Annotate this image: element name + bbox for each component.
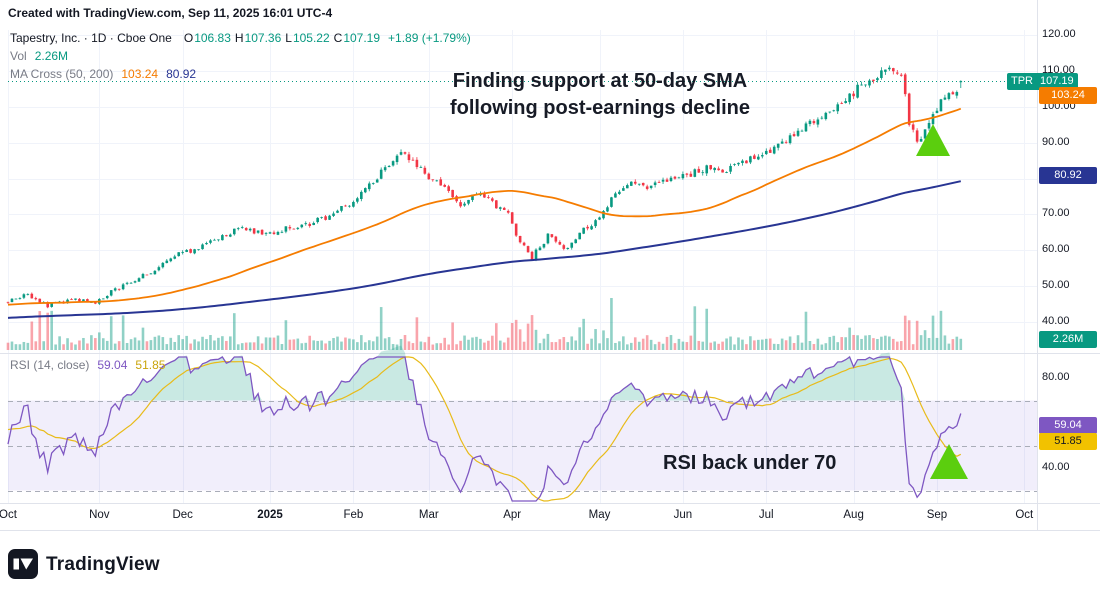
volume-label: Vol	[10, 49, 27, 63]
annotation-rsi-text[interactable]: RSI back under 70	[663, 452, 837, 474]
low-value: 105.22	[292, 31, 330, 45]
rsi-label: RSI (14, close)	[10, 358, 90, 372]
annotation-support-line1: Finding support at 50-day SMA	[452, 70, 748, 92]
ma50-value: 103.24	[121, 67, 159, 81]
ma200-value: 80.92	[166, 67, 197, 81]
rsi-legend[interactable]: RSI (14, close) 59.04 51.85	[10, 358, 165, 372]
rsi-marker-triangle-icon[interactable]	[930, 444, 968, 479]
support-marker-triangle-icon[interactable]	[916, 124, 950, 156]
volume-value: 2.26M	[34, 49, 69, 63]
tradingview-logo-icon[interactable]	[8, 549, 38, 579]
change-value: +1.89 (+1.79%)	[388, 31, 471, 45]
rsi-value: 59.04	[97, 358, 128, 372]
ohlc-values: O106.83 H107.36 L105.22 C107.19	[180, 31, 380, 45]
main-legend[interactable]: Tapestry, Inc. · 1D · Cboe One O106.83 H1…	[10, 31, 471, 45]
created-with-line: Created with TradingView.com, Sep 11, 20…	[8, 6, 333, 20]
ma-cross-legend[interactable]: MA Cross (50, 200) 103.24 80.92	[10, 67, 196, 81]
high-label: H	[234, 31, 244, 45]
low-label: L	[285, 31, 292, 45]
open-value: 106.83	[194, 31, 231, 45]
symbol-title: Tapestry, Inc. · 1D · Cboe One	[10, 31, 172, 45]
high-value: 107.36	[244, 31, 282, 45]
close-label: C	[333, 31, 343, 45]
open-label: O	[183, 31, 194, 45]
rsi-ma-value: 51.85	[135, 358, 166, 372]
tradingview-wordmark[interactable]: TradingView	[46, 554, 160, 575]
ma-cross-label: MA Cross (50, 200)	[10, 67, 114, 81]
annotation-support-line2: following post-earnings decline	[449, 97, 751, 119]
volume-legend[interactable]: Vol 2.26M	[10, 49, 68, 63]
annotation-support-text[interactable]: Finding support at 50-day SMA following …	[395, 68, 805, 122]
close-value: 107.19	[343, 31, 381, 45]
